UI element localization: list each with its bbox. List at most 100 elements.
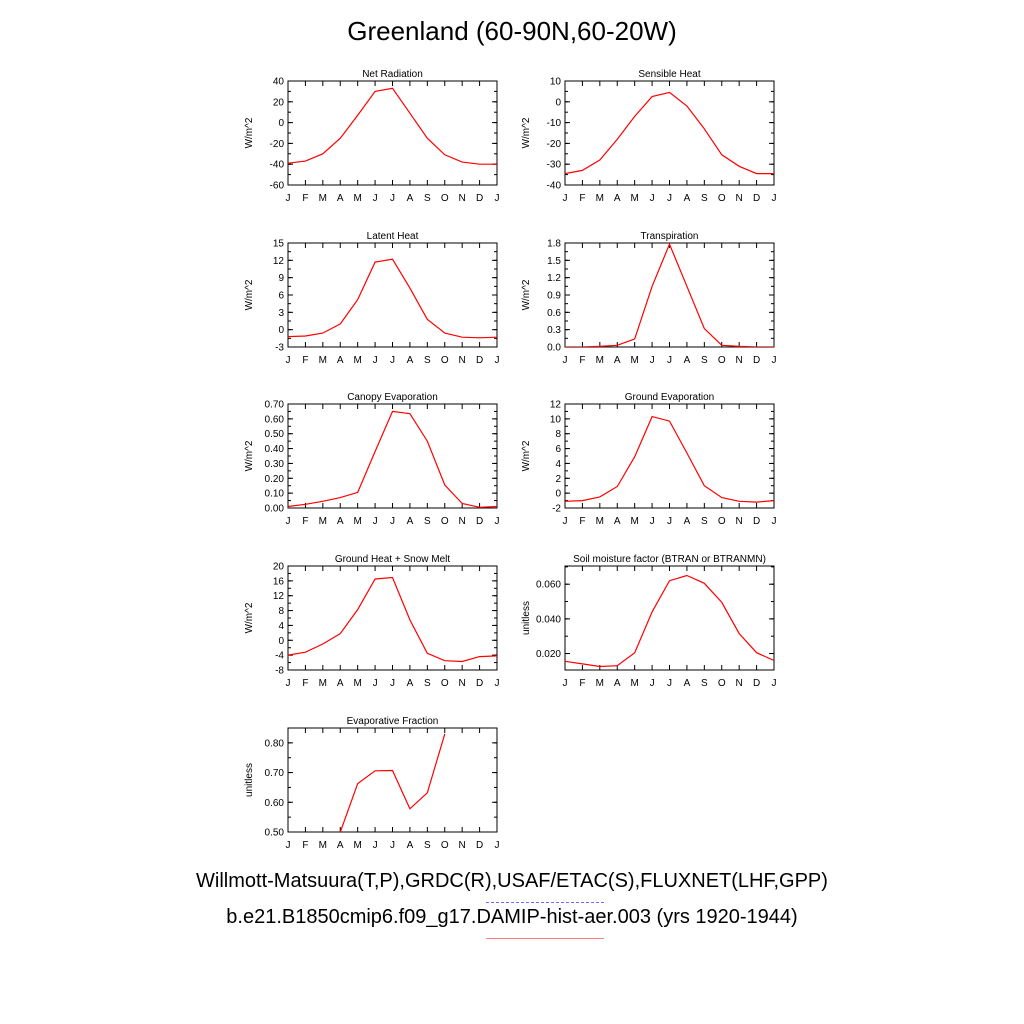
y-tick-label: 0 <box>278 636 284 647</box>
x-tick-label: D <box>753 355 760 366</box>
x-tick-label: J <box>563 516 568 527</box>
plot-frame <box>287 403 498 509</box>
legend-model-label: b.e21.B1850cmip6.f09_g17.DAMIP-hist-aer.… <box>226 906 798 928</box>
y-tick-label: 0.60 <box>265 798 285 809</box>
x-tick-label: D <box>753 678 760 689</box>
x-tick-label: J <box>650 193 655 204</box>
x-tick-label: J <box>390 355 395 366</box>
x-tick-label: S <box>424 840 431 851</box>
y-tick-label: 12 <box>273 591 285 602</box>
x-tick-label: A <box>407 193 414 204</box>
x-tick-label: J <box>390 516 395 527</box>
y-tick-label: 0.9 <box>547 291 561 302</box>
y-tick-label: 3 <box>278 308 284 319</box>
x-tick-label: J <box>495 840 500 851</box>
x-tick-label: M <box>596 516 604 527</box>
panel-title: Ground Heat + Snow Melt <box>335 554 451 565</box>
x-tick-label: A <box>337 516 344 527</box>
x-tick-label: A <box>407 678 414 689</box>
x-tick-label: F <box>302 516 308 527</box>
x-tick-label: O <box>441 355 449 366</box>
x-tick-label: M <box>319 840 327 851</box>
plot-frame <box>287 565 498 671</box>
y-tick-label: 16 <box>273 576 285 587</box>
x-tick-label: A <box>407 516 414 527</box>
y-tick-label: -2 <box>552 504 561 515</box>
legend-observations-label: Willmott-Matsuura(T,P),GRDC(R),USAF/ETAC… <box>196 870 828 892</box>
y-axis-label: W/m^2 <box>521 279 532 310</box>
x-tick-label: A <box>684 678 691 689</box>
x-tick-label: M <box>353 193 361 204</box>
y-tick-label: 0.80 <box>265 738 285 749</box>
x-tick-label: M <box>319 355 327 366</box>
x-tick-label: J <box>373 516 378 527</box>
x-tick-label: A <box>684 193 691 204</box>
x-tick-label: S <box>701 516 708 527</box>
y-tick-label: -3 <box>275 343 284 354</box>
series-line-soil-moisture-factor-btran-or-btranmn <box>565 574 774 668</box>
y-tick-label: 0.60 <box>265 414 285 425</box>
y-tick-label: 0 <box>278 118 284 129</box>
x-tick-label: M <box>353 840 361 851</box>
x-tick-label: M <box>319 516 327 527</box>
y-axis-label: W/m^2 <box>244 279 255 310</box>
y-axis-label: W/m^2 <box>244 117 255 148</box>
x-tick-label: D <box>476 355 483 366</box>
series-line-transpiration <box>565 243 774 347</box>
series-line-evaporative-fraction <box>339 733 446 832</box>
x-tick-label: J <box>772 193 777 204</box>
x-tick-label: F <box>579 193 585 204</box>
panel-transpiration: TranspirationW/m^21.81.51.20.90.60.30.0J… <box>521 231 777 366</box>
x-tick-label: J <box>650 678 655 689</box>
series-line-ground-evaporation <box>565 415 774 503</box>
x-tick-label: A <box>407 355 414 366</box>
y-tick-label: 6 <box>555 444 561 455</box>
y-tick-label: 6 <box>278 291 284 302</box>
x-tick-label: O <box>718 678 726 689</box>
x-tick-label: A <box>614 516 621 527</box>
x-tick-label: J <box>650 516 655 527</box>
y-tick-label: -40 <box>547 181 562 192</box>
x-tick-label: J <box>563 193 568 204</box>
y-tick-label: 8 <box>555 429 561 440</box>
y-tick-label: -10 <box>547 118 562 129</box>
x-tick-label: N <box>736 355 743 366</box>
x-tick-label: D <box>476 840 483 851</box>
x-tick-label: F <box>579 678 585 689</box>
x-tick-label: S <box>424 516 431 527</box>
y-tick-label: 0.70 <box>265 400 285 411</box>
panel-ground-heat-snow-melt: Ground Heat + Snow Melt W/m^2 20 16 12 8 4 0 -4 -… <box>244 554 500 689</box>
y-tick-label: 0 <box>278 325 284 336</box>
x-tick-label: S <box>701 355 708 366</box>
x-tick-label: J <box>563 678 568 689</box>
plot-frame <box>287 80 498 186</box>
y-tick-label: 0 <box>555 97 561 108</box>
x-tick-label: F <box>579 355 585 366</box>
y-tick-label: -4 <box>275 651 284 662</box>
y-axis-label: W/m^2 <box>244 440 255 471</box>
x-tick-label: J <box>373 355 378 366</box>
x-tick-label: J <box>286 355 291 366</box>
x-tick-label: O <box>441 840 449 851</box>
y-tick-label: 0.30 <box>265 459 285 470</box>
x-tick-label: J <box>286 840 291 851</box>
x-tick-label: M <box>353 516 361 527</box>
x-tick-label: D <box>476 193 483 204</box>
y-tick-label: 0.00 <box>265 504 285 515</box>
x-tick-label: O <box>441 678 449 689</box>
y-tick-label: 0.0 <box>547 343 561 354</box>
x-tick-label: J <box>495 678 500 689</box>
x-tick-label: M <box>630 355 638 366</box>
y-tick-label: 0.3 <box>547 325 561 336</box>
x-tick-label: J <box>495 193 500 204</box>
x-tick-label: N <box>459 193 466 204</box>
y-tick-label: 0 <box>555 489 561 500</box>
x-tick-label: F <box>302 355 308 366</box>
y-tick-label: 0.20 <box>265 474 285 485</box>
y-tick-label: -8 <box>275 666 284 677</box>
x-tick-label: D <box>476 516 483 527</box>
x-tick-label: J <box>286 516 291 527</box>
